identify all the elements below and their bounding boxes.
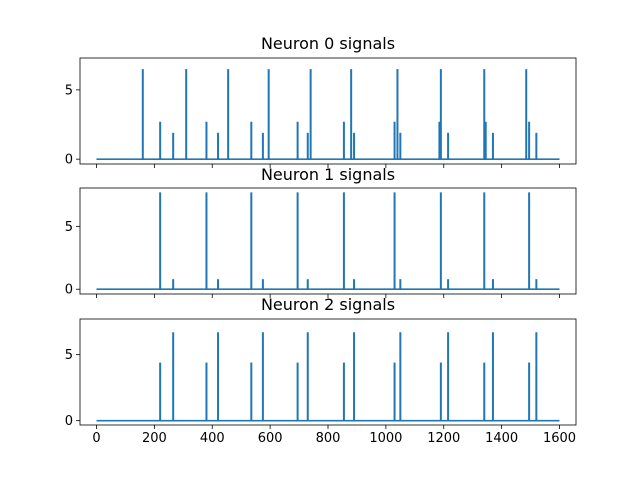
x-tick-label: 600 bbox=[258, 431, 283, 446]
signal-series bbox=[96, 332, 560, 422]
x-tick-label: 200 bbox=[142, 431, 167, 446]
x-tick-label: 400 bbox=[200, 431, 225, 446]
subplot-neuron-0: Neuron 0 signals 05 bbox=[65, 34, 577, 168]
x-tick-label: 800 bbox=[316, 431, 341, 446]
axes-frame bbox=[79, 57, 577, 165]
y-tick-label: 0 bbox=[65, 153, 73, 168]
x-tick-label: 0 bbox=[92, 431, 100, 446]
x-tick-label: 1400 bbox=[485, 431, 518, 446]
axes: 0 5 0 200 400 600 800 1000 1200 1400 1600 bbox=[65, 348, 576, 446]
axes-frame bbox=[79, 187, 577, 295]
subplot-neuron-2: Neuron 2 signals 0 5 0 200 400 600 800 1000 1200… bbox=[65, 295, 577, 446]
subplot-neuron-1: Neuron 1 signals 05 bbox=[65, 165, 577, 298]
y-tick-label: 0 bbox=[65, 283, 73, 298]
axes: 05 bbox=[65, 220, 560, 298]
y-tick-label: 5 bbox=[65, 348, 73, 363]
subplot-title: Neuron 0 signals bbox=[261, 34, 395, 53]
axes-frame bbox=[79, 318, 577, 426]
y-tick-label: 5 bbox=[65, 220, 73, 235]
x-tick-label: 1000 bbox=[369, 431, 402, 446]
x-tick-label: 1200 bbox=[427, 431, 460, 446]
subplot-title: Neuron 2 signals bbox=[261, 295, 395, 314]
y-tick-label: 5 bbox=[65, 83, 73, 98]
signal-series bbox=[96, 192, 560, 291]
axes: 05 bbox=[65, 83, 560, 168]
subplot-title: Neuron 1 signals bbox=[261, 165, 395, 184]
signal-series bbox=[96, 69, 560, 160]
y-tick-label: 0 bbox=[65, 414, 73, 429]
x-tick-label: 1600 bbox=[543, 431, 576, 446]
